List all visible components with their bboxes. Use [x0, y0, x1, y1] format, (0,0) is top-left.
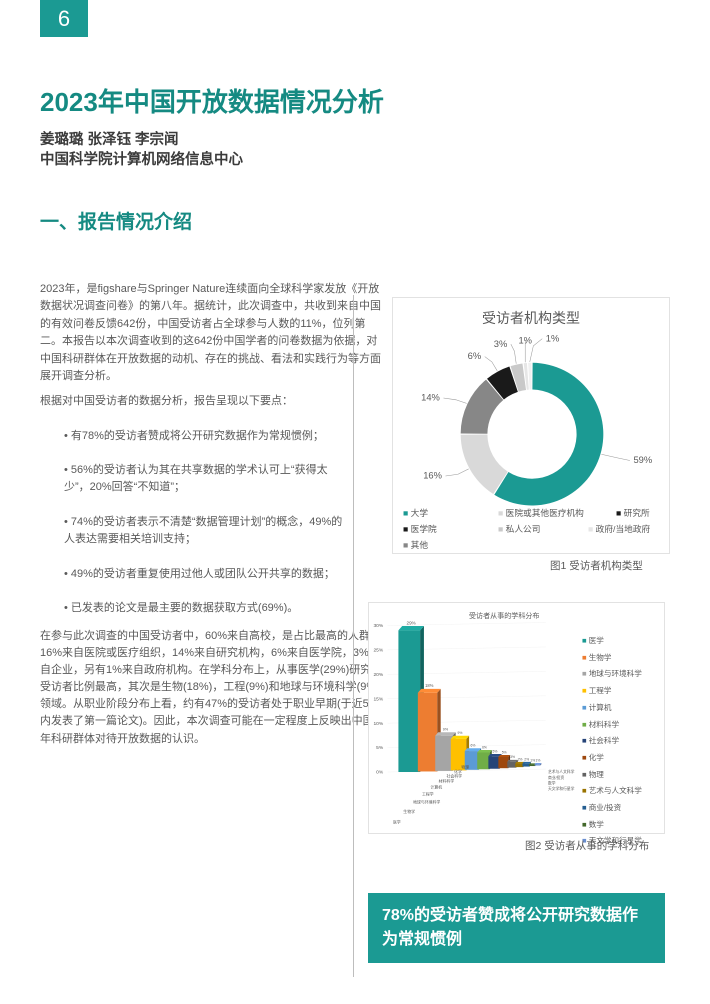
- svg-text:化学: 化学: [454, 769, 462, 774]
- svg-text:10%: 10%: [373, 721, 383, 727]
- svg-text:社会科学: 社会科学: [446, 773, 462, 778]
- svg-text:18%: 18%: [425, 683, 434, 688]
- svg-text:5%: 5%: [492, 749, 497, 753]
- svg-text:6%: 6%: [471, 744, 476, 748]
- svg-text:工程学: 工程学: [422, 792, 434, 797]
- svg-text:15%: 15%: [373, 696, 383, 702]
- svg-text:3%: 3%: [510, 755, 515, 759]
- svg-text:6%: 6%: [482, 745, 487, 749]
- svg-text:1%: 1%: [518, 336, 532, 346]
- svg-text:6%: 6%: [468, 351, 482, 361]
- svg-text:医学: 医学: [393, 820, 401, 825]
- svg-text:1%: 1%: [536, 758, 541, 762]
- svg-text:25%: 25%: [373, 648, 383, 654]
- svg-text:物理: 物理: [461, 765, 469, 770]
- svg-text:生物学: 生物学: [403, 809, 415, 814]
- svg-text:2%: 2%: [518, 757, 523, 761]
- svg-text:计算机: 计算机: [430, 785, 442, 790]
- svg-text:59%: 59%: [633, 455, 652, 465]
- svg-text:14%: 14%: [421, 393, 440, 403]
- svg-text:受访者从事的学科分布: 受访者从事的学科分布: [469, 611, 539, 620]
- svg-text:9%: 9%: [443, 728, 449, 732]
- svg-text:2%: 2%: [524, 757, 529, 761]
- svg-text:材料科学: 材料科学: [439, 779, 455, 784]
- svg-text:1%: 1%: [530, 759, 535, 763]
- svg-text:9%: 9%: [458, 731, 463, 735]
- svg-text:3%: 3%: [494, 339, 508, 349]
- svg-text:商业/投资: 商业/投资: [548, 775, 564, 780]
- svg-text:5%: 5%: [376, 745, 384, 751]
- svg-text:艺术与人文科学: 艺术与人文科学: [548, 769, 575, 774]
- svg-text:20%: 20%: [373, 672, 383, 678]
- svg-text:天文学和行星学: 天文学和行星学: [548, 786, 575, 791]
- svg-text:1%: 1%: [546, 333, 560, 343]
- svg-text:29%: 29%: [407, 620, 416, 625]
- svg-text:数学: 数学: [548, 780, 556, 785]
- svg-text:0%: 0%: [376, 770, 384, 776]
- svg-text:5%: 5%: [502, 750, 507, 754]
- svg-text:地球与环境科学: 地球与环境科学: [413, 800, 440, 805]
- svg-text:16%: 16%: [423, 471, 442, 481]
- svg-text:30%: 30%: [373, 623, 383, 629]
